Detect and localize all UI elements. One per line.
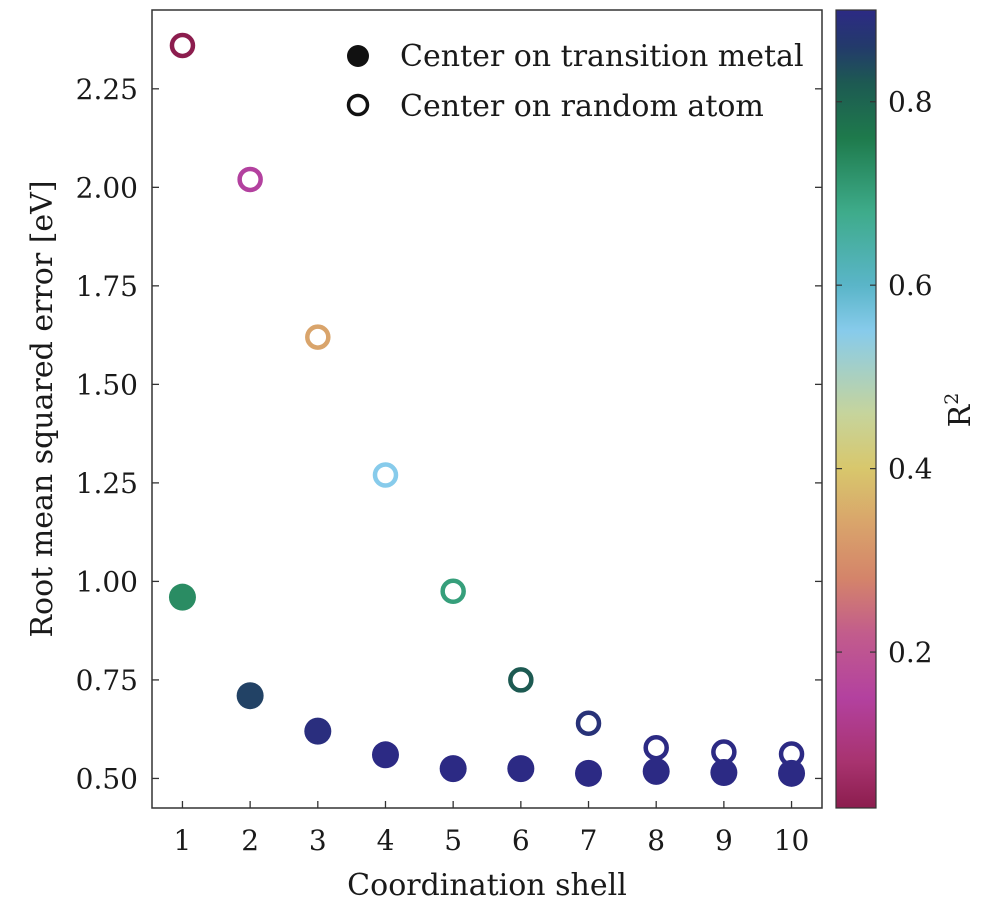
point-transition-metal <box>371 741 399 769</box>
point-random-atom <box>372 462 399 488</box>
point-transition-metal <box>778 759 806 787</box>
point-random-atom <box>440 578 466 605</box>
legend-label-random-atom: Center on random atom <box>400 89 764 124</box>
colorbar-tick-label: 0.2 <box>888 636 933 669</box>
point-random-atom <box>237 166 263 193</box>
legend-marker-hollow <box>346 93 370 117</box>
y-tick-label: 0.75 <box>76 664 138 697</box>
y-tick-label: 2.25 <box>76 73 138 106</box>
point-random-atom <box>169 32 196 59</box>
point-transition-metal <box>507 755 535 783</box>
x-tick-label: 3 <box>309 824 327 857</box>
point-random-atom <box>508 667 534 693</box>
x-tick-label: 4 <box>377 824 395 857</box>
y-tick-label: 1.25 <box>76 467 138 500</box>
x-tick-label: 1 <box>174 824 192 857</box>
x-axis-title: Coordination shell <box>347 868 627 903</box>
legend-label-transition-metal: Center on transition metal <box>400 39 804 74</box>
colorbar-tick-label: 0.4 <box>888 453 933 486</box>
y-tick-label: 2.00 <box>76 171 138 204</box>
x-tick-label: 8 <box>647 824 665 857</box>
legend: Center on transition metal Center on ran… <box>346 39 804 124</box>
legend-marker-filled <box>347 45 369 67</box>
colorbar-ticks: 0.2 0.4 0.6 0.8 <box>836 86 933 669</box>
y-axis-ticks: 0.50 0.75 1.00 1.25 1.50 1.75 2.00 2.25 <box>76 73 822 795</box>
colorbar: 0.2 0.4 0.6 0.8 R2 <box>835 9 978 809</box>
point-random-atom <box>778 741 805 767</box>
colorbar-label-base: R <box>943 403 978 427</box>
x-tick-label: 6 <box>512 824 530 857</box>
x-tick-label: 9 <box>715 824 733 857</box>
point-random-atom <box>575 710 602 737</box>
y-tick-label: 1.75 <box>76 270 138 303</box>
point-transition-metal <box>168 583 196 611</box>
x-tick-label: 7 <box>580 824 598 857</box>
colorbar-tick-label: 0.6 <box>888 269 933 302</box>
x-tick-label: 10 <box>774 824 810 857</box>
x-tick-label: 5 <box>444 824 462 857</box>
y-tick-label: 1.00 <box>76 565 138 598</box>
data-points <box>168 32 806 787</box>
plot-frame <box>151 9 823 809</box>
colorbar-label-superscript: 2 <box>941 393 963 405</box>
x-tick-label: 2 <box>241 824 259 857</box>
point-transition-metal <box>236 682 264 710</box>
y-tick-label: 1.50 <box>76 368 138 401</box>
colorbar-label: R2 <box>941 393 978 428</box>
point-transition-metal <box>575 759 603 787</box>
colorbar-gradient <box>835 9 877 809</box>
point-random-atom <box>643 734 669 761</box>
x-axis-ticks: 1 2 3 4 5 6 7 8 9 10 <box>174 801 810 857</box>
point-transition-metal <box>642 757 670 785</box>
y-axis-title: Root mean squared error [eV] <box>25 180 60 637</box>
y-tick-label: 0.50 <box>76 762 138 795</box>
point-transition-metal <box>710 759 738 787</box>
colorbar-tick-label: 0.8 <box>888 86 933 119</box>
point-random-atom <box>711 739 737 765</box>
point-random-atom <box>305 324 331 350</box>
point-transition-metal <box>439 755 467 783</box>
point-transition-metal <box>304 717 332 745</box>
